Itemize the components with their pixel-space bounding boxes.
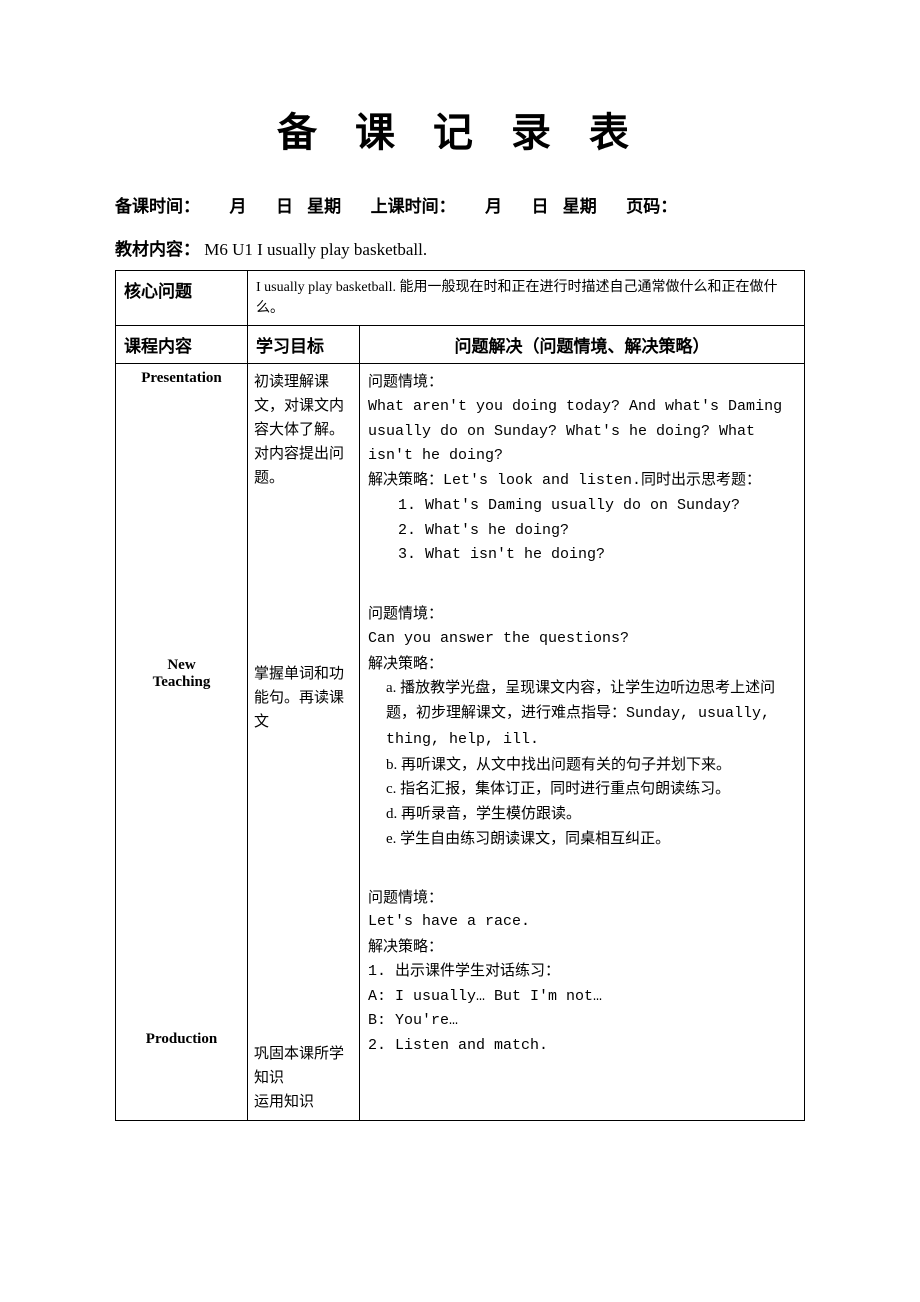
goal-presentation: 初读理解课文，对课文内容大体了解。对内容提出问题。 [254,370,353,490]
section-name-cell: Presentation NewTeaching Production [116,364,248,1121]
item-2-e: e. 学生自由练习朗读课文，同桌相互纠正。 [368,827,796,852]
page-code-label: 页码： [626,197,677,216]
situ-text-1: What aren't you doing today? And what's … [368,395,796,469]
item-1-3: 3. What isn't he doing? [368,543,796,568]
situ-text-2: Can you answer the questions? [368,627,796,652]
month-label-2: 月 [485,197,502,216]
teach-time-label: 上课时间： [371,197,456,216]
core-row: 核心问题 I usually play basketball. 能用一般现在时和… [116,271,805,326]
page: 备 课 记 录 表 备课时间： 月 日 星期 上课时间： 月 日 星期 页码： … [0,0,920,1181]
item-2-d: d. 再听录音，学生模仿跟读。 [368,802,796,827]
header-course: 课程内容 [116,326,248,364]
material-label: 教材内容： [115,240,200,259]
prep-time-label: 备课时间： [115,197,200,216]
material-value: M6 U1 I usually play basketball. [204,240,427,259]
header-solution: 问题解决（问题情境、解决策略） [360,326,805,364]
situ-label-3: 问题情境： [368,886,796,911]
situ-text-3: Let's have a race. [368,910,796,935]
item-1-2: 2. What's he doing? [368,519,796,544]
content-row: Presentation NewTeaching Production 初读理解… [116,364,805,1121]
item-3-b: B: You're… [368,1009,796,1034]
day-label: 日 [276,197,293,216]
item-3-1: 1. 出示课件学生对话练习： [368,960,796,985]
header-row: 课程内容 学习目标 问题解决（问题情境、解决策略） [116,326,805,364]
section-production: Production [120,1031,243,1048]
core-text: I usually play basketball. 能用一般现在时和正在进行时… [248,271,805,326]
header-goal: 学习目标 [248,326,360,364]
strat-label-1: 解决策略：Let's look and listen.同时出示思考题： [368,469,796,494]
goal-new-teaching: 掌握单词和功能句。再读课文 [254,662,353,734]
item-2-a: a. 播放教学光盘，呈现课文内容，让学生边听边思考上述问题，初步理解课文，进行难… [368,676,796,752]
week-label-2: 星期 [563,197,597,216]
item-2-b: b. 再听课文，从文中找出问题有关的句子并划下来。 [368,753,796,778]
day-label-2: 日 [532,197,549,216]
material-line: 教材内容： M6 U1 I usually play basketball. [115,235,805,260]
goal-production: 巩固本课所学知识运用知识 [254,1042,353,1114]
section-presentation: Presentation [120,370,243,387]
situ-label-2: 问题情境： [368,602,796,627]
month-label: 月 [229,197,246,216]
core-label: 核心问题 [116,271,248,326]
solution-cell: 问题情境： What aren't you doing today? And w… [360,364,805,1121]
item-1-1: 1. What's Daming usually do on Sunday? [368,494,796,519]
section-new-teaching: NewTeaching [120,657,243,691]
page-title: 备 课 记 录 表 [115,100,805,158]
production-block: 问题情境： Let's have a race. 解决策略： 1. 出示课件学生… [368,886,796,1069]
strat-label-2: 解决策略： [368,652,796,677]
situ-label-1: 问题情境： [368,370,796,395]
item-2-c: c. 指名汇报，集体订正，同时进行重点句朗读练习。 [368,777,796,802]
meta-line: 备课时间： 月 日 星期 上课时间： 月 日 星期 页码： [115,192,805,217]
lesson-table: 核心问题 I usually play basketball. 能用一般现在时和… [115,270,805,1121]
item-3-2: 2. Listen and match. [368,1034,796,1059]
item-3-a: A: I usually… But I'm not… [368,985,796,1010]
goal-cell: 初读理解课文，对课文内容大体了解。对内容提出问题。 掌握单词和功能句。再读课文 … [248,364,360,1121]
strat-label-3: 解决策略： [368,935,796,960]
new-teaching-block: 问题情境： Can you answer the questions? 解决策略… [368,602,796,852]
presentation-block: 问题情境： What aren't you doing today? And w… [368,370,796,568]
week-label: 星期 [307,197,341,216]
